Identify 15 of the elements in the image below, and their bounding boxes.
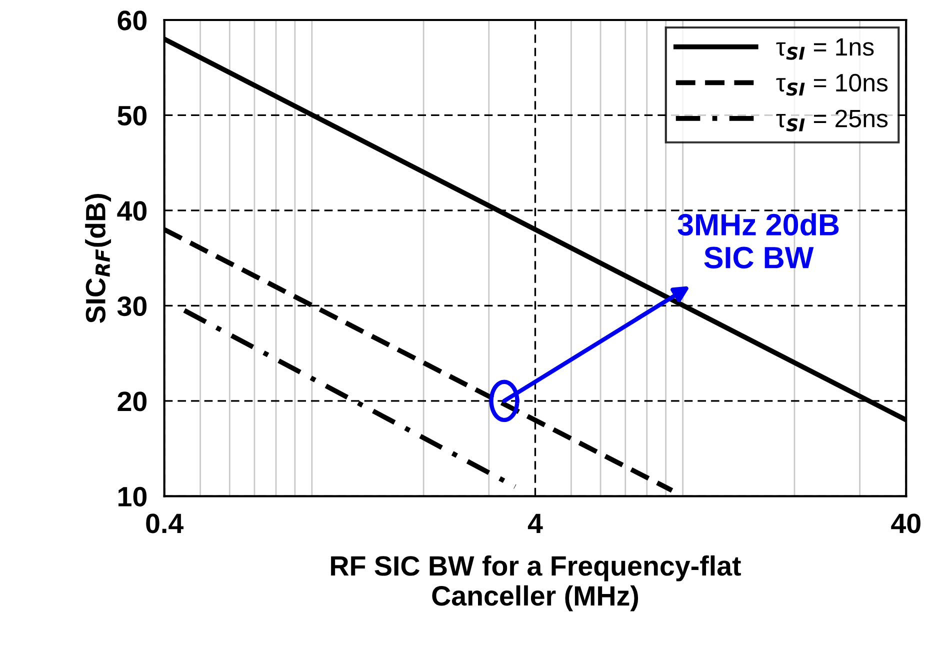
y-axis-title: SIC$_{RF}$(dB) bbox=[85, 194, 111, 323]
x-tick-label: 4 bbox=[528, 514, 543, 533]
y-tick-label: 40 bbox=[117, 201, 147, 221]
x-tick-label: 0.4 bbox=[146, 514, 184, 534]
y-tick-label: 30 bbox=[117, 296, 147, 316]
y-tick-label: 20 bbox=[118, 392, 147, 412]
y-tick-label: 10 bbox=[118, 486, 147, 507]
annotation: 3MHz 20dB SIC BW bbox=[678, 213, 839, 268]
legend-label: τ$_{SI}$ = 1ns bbox=[776, 38, 874, 60]
y-tick-label: 60 bbox=[118, 10, 147, 30]
legend-label: τ$_{SI}$ = 25ns bbox=[776, 110, 888, 132]
y-tick-label: 50 bbox=[118, 106, 147, 126]
x-tick-label: 40 bbox=[891, 514, 920, 534]
legend-label: τ$_{SI}$ = 10ns bbox=[776, 74, 888, 96]
x-axis-title: RF SIC BW for a Frequency-flat Canceller (MHz) bbox=[331, 555, 741, 612]
